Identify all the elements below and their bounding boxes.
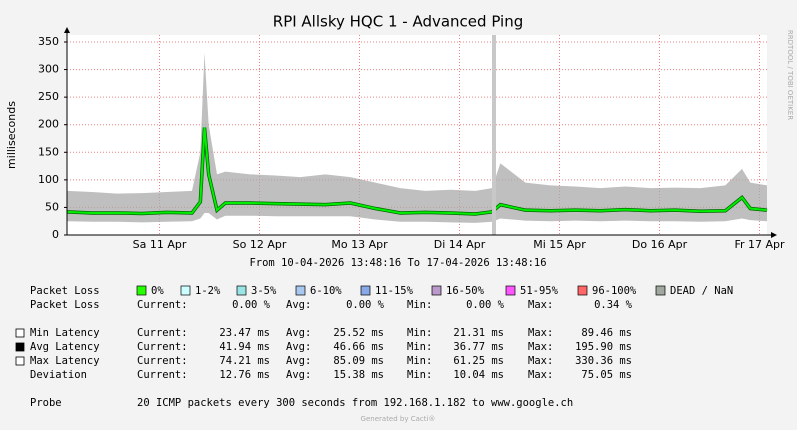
y-tick-label: 350 xyxy=(38,35,59,48)
stats-cell: Avg: xyxy=(286,327,311,339)
legend-icon xyxy=(15,356,25,366)
x-tick-label: So 12 Apr xyxy=(233,238,287,251)
avg-line xyxy=(66,127,768,216)
stats-cell: Min: xyxy=(407,341,432,353)
loss-legend-label: Packet Loss xyxy=(30,285,100,297)
stats-cell: Min: xyxy=(407,369,432,381)
stats-cell: Current: xyxy=(137,299,188,311)
legend-label: 3-5% xyxy=(251,285,277,297)
stats-cell: Min: xyxy=(407,355,432,367)
stats-cell: 0.00 % xyxy=(346,299,385,311)
stats-cell: Max: xyxy=(528,327,553,339)
legend-label: DEAD / NaN xyxy=(670,285,733,297)
y-axis-label: milliseconds xyxy=(5,101,18,169)
y-tick-label: 150 xyxy=(38,145,59,158)
stats-cell: 0.00 % xyxy=(466,299,505,311)
stats-cell: 25.52 ms xyxy=(333,327,384,339)
probe-label: Probe xyxy=(30,397,62,409)
legend-icon xyxy=(15,342,25,352)
stats-cell: Current: xyxy=(137,355,188,367)
side-text: RRDTOOL / TOBI OETIKER xyxy=(786,30,794,120)
stats-cell: Avg: xyxy=(286,355,311,367)
stats-cell: 75.05 ms xyxy=(581,369,632,381)
unknown-bar xyxy=(492,35,496,235)
stats-cell: 46.66 ms xyxy=(333,341,384,353)
y-arrow xyxy=(64,27,70,33)
x-arrow xyxy=(771,232,777,238)
stats-cell: 330.36 ms xyxy=(575,355,632,367)
x-tick-label: Sa 11 Apr xyxy=(133,238,187,251)
stats-label: Min Latency xyxy=(30,327,100,339)
stats-label: Packet Loss xyxy=(30,299,100,311)
stats-cell: Max: xyxy=(528,355,553,367)
stats-cell: 89.46 ms xyxy=(581,327,632,339)
stats-cell: 36.77 ms xyxy=(453,341,504,353)
y-tick-label: 250 xyxy=(38,90,59,103)
legend-swatch xyxy=(577,285,588,296)
stats-cell: 0.00 % xyxy=(232,299,271,311)
stats-cell: 85.09 ms xyxy=(333,355,384,367)
legend-label: 1-2% xyxy=(195,285,221,297)
stats-cell: 0.34 % xyxy=(594,299,633,311)
x-tick-label: Do 16 Apr xyxy=(632,238,688,251)
legend-swatch xyxy=(295,285,306,296)
stats-cell: Min: xyxy=(407,299,432,311)
stats-cell: 10.04 ms xyxy=(453,369,504,381)
y-tick-label: 50 xyxy=(45,200,59,213)
legend-swatch xyxy=(136,285,147,296)
stats-cell: Max: xyxy=(528,369,553,381)
stats-cell: Current: xyxy=(137,341,188,353)
y-tick-label: 100 xyxy=(38,173,59,186)
stats-cell: 41.94 ms xyxy=(219,341,270,353)
legend-icon xyxy=(15,328,25,338)
legend-swatch xyxy=(431,285,442,296)
legend-swatch xyxy=(655,285,666,296)
stats-cell: 12.76 ms xyxy=(219,369,270,381)
stats-cell: 23.47 ms xyxy=(219,327,270,339)
legend-label: 51-95% xyxy=(520,285,559,297)
legend-swatch xyxy=(360,285,371,296)
y-tick-label: 0 xyxy=(52,228,59,241)
stats-label: Deviation xyxy=(30,369,87,381)
stats-cell: 21.31 ms xyxy=(453,327,504,339)
legend-label: 16-50% xyxy=(446,285,485,297)
smoke-band xyxy=(67,53,767,223)
stats-cell: Current: xyxy=(137,369,188,381)
period: From 10-04-2026 13:48:16 To 17-04-2026 1… xyxy=(249,257,546,269)
stats-cell: Avg: xyxy=(286,341,311,353)
y-tick-label: 300 xyxy=(38,63,59,76)
x-tick-label: Di 14 Apr xyxy=(434,238,486,251)
stats-cell: Max: xyxy=(528,341,553,353)
stats-cell: Avg: xyxy=(286,369,311,381)
legend-swatch xyxy=(180,285,191,296)
stats-cell: 195.90 ms xyxy=(575,341,632,353)
stats-cell: Avg: xyxy=(286,299,311,311)
stats-cell: 74.21 ms xyxy=(219,355,270,367)
stats-cell: Current: xyxy=(137,327,188,339)
stats-cell: Max: xyxy=(528,299,553,311)
x-tick-label: Fr 17 Apr xyxy=(734,238,785,251)
footer: Generated by Cacti® xyxy=(361,415,436,423)
legend-label: 96-100% xyxy=(592,285,637,297)
probe-text: 20 ICMP packets every 300 seconds from 1… xyxy=(137,397,573,409)
stats-cell: Min: xyxy=(407,327,432,339)
chart-title: RPI Allsky HQC 1 - Advanced Ping xyxy=(273,13,523,31)
x-tick-label: Mi 15 Apr xyxy=(533,238,586,251)
legend-swatch xyxy=(236,285,247,296)
y-tick-label: 200 xyxy=(38,118,59,131)
x-tick-label: Mo 13 Apr xyxy=(331,238,388,251)
legend-label: 11-15% xyxy=(375,285,414,297)
stats-cell: 15.38 ms xyxy=(333,369,384,381)
stats-label: Avg Latency xyxy=(30,341,100,353)
legend-label: 0% xyxy=(151,285,164,297)
stats-cell: 61.25 ms xyxy=(453,355,504,367)
legend-swatch xyxy=(505,285,516,296)
legend-label: 6-10% xyxy=(310,285,342,297)
stats-label: Max Latency xyxy=(30,355,100,367)
